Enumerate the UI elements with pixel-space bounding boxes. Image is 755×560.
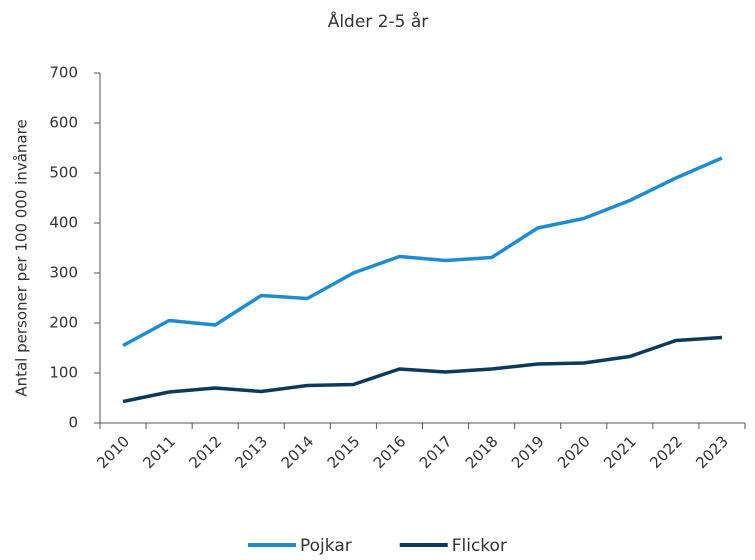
x-tick-label: 2020 xyxy=(554,432,594,472)
y-axis-label: Antal personer per 100 000 invånare xyxy=(13,119,31,396)
x-tick-label: 2015 xyxy=(324,432,364,472)
y-tick-label: 500 xyxy=(49,164,78,182)
x-tick-label: 2021 xyxy=(600,432,640,472)
y-tick-label: 700 xyxy=(49,64,78,82)
x-tick-label: 2012 xyxy=(185,432,225,472)
x-tick-label: 2018 xyxy=(462,432,502,472)
x-tick-label: 2013 xyxy=(232,432,272,472)
x-tick-label: 2011 xyxy=(139,432,179,472)
x-tick-label: 2019 xyxy=(508,432,548,472)
x-tick-label: 2014 xyxy=(278,432,318,472)
legend-label: Pojkar xyxy=(300,536,352,556)
y-tick-label: 600 xyxy=(49,114,78,132)
x-tick-label: 2022 xyxy=(646,432,686,472)
y-tick-label: 300 xyxy=(49,264,78,282)
x-tick-label: 2017 xyxy=(416,432,456,472)
chart-title: Ålder 2-5 år xyxy=(328,10,429,32)
y-tick-label: 200 xyxy=(49,314,78,332)
legend-label: Flickor xyxy=(452,536,507,556)
series-line xyxy=(122,335,723,404)
y-tick-label: 0 xyxy=(68,414,78,432)
x-tick-label: 2016 xyxy=(370,432,410,472)
series-line xyxy=(122,156,723,348)
x-tick-label: 2010 xyxy=(93,432,133,472)
y-tick-label: 100 xyxy=(49,364,78,382)
x-tick-label: 2023 xyxy=(692,432,732,472)
y-tick-label: 400 xyxy=(49,214,78,232)
